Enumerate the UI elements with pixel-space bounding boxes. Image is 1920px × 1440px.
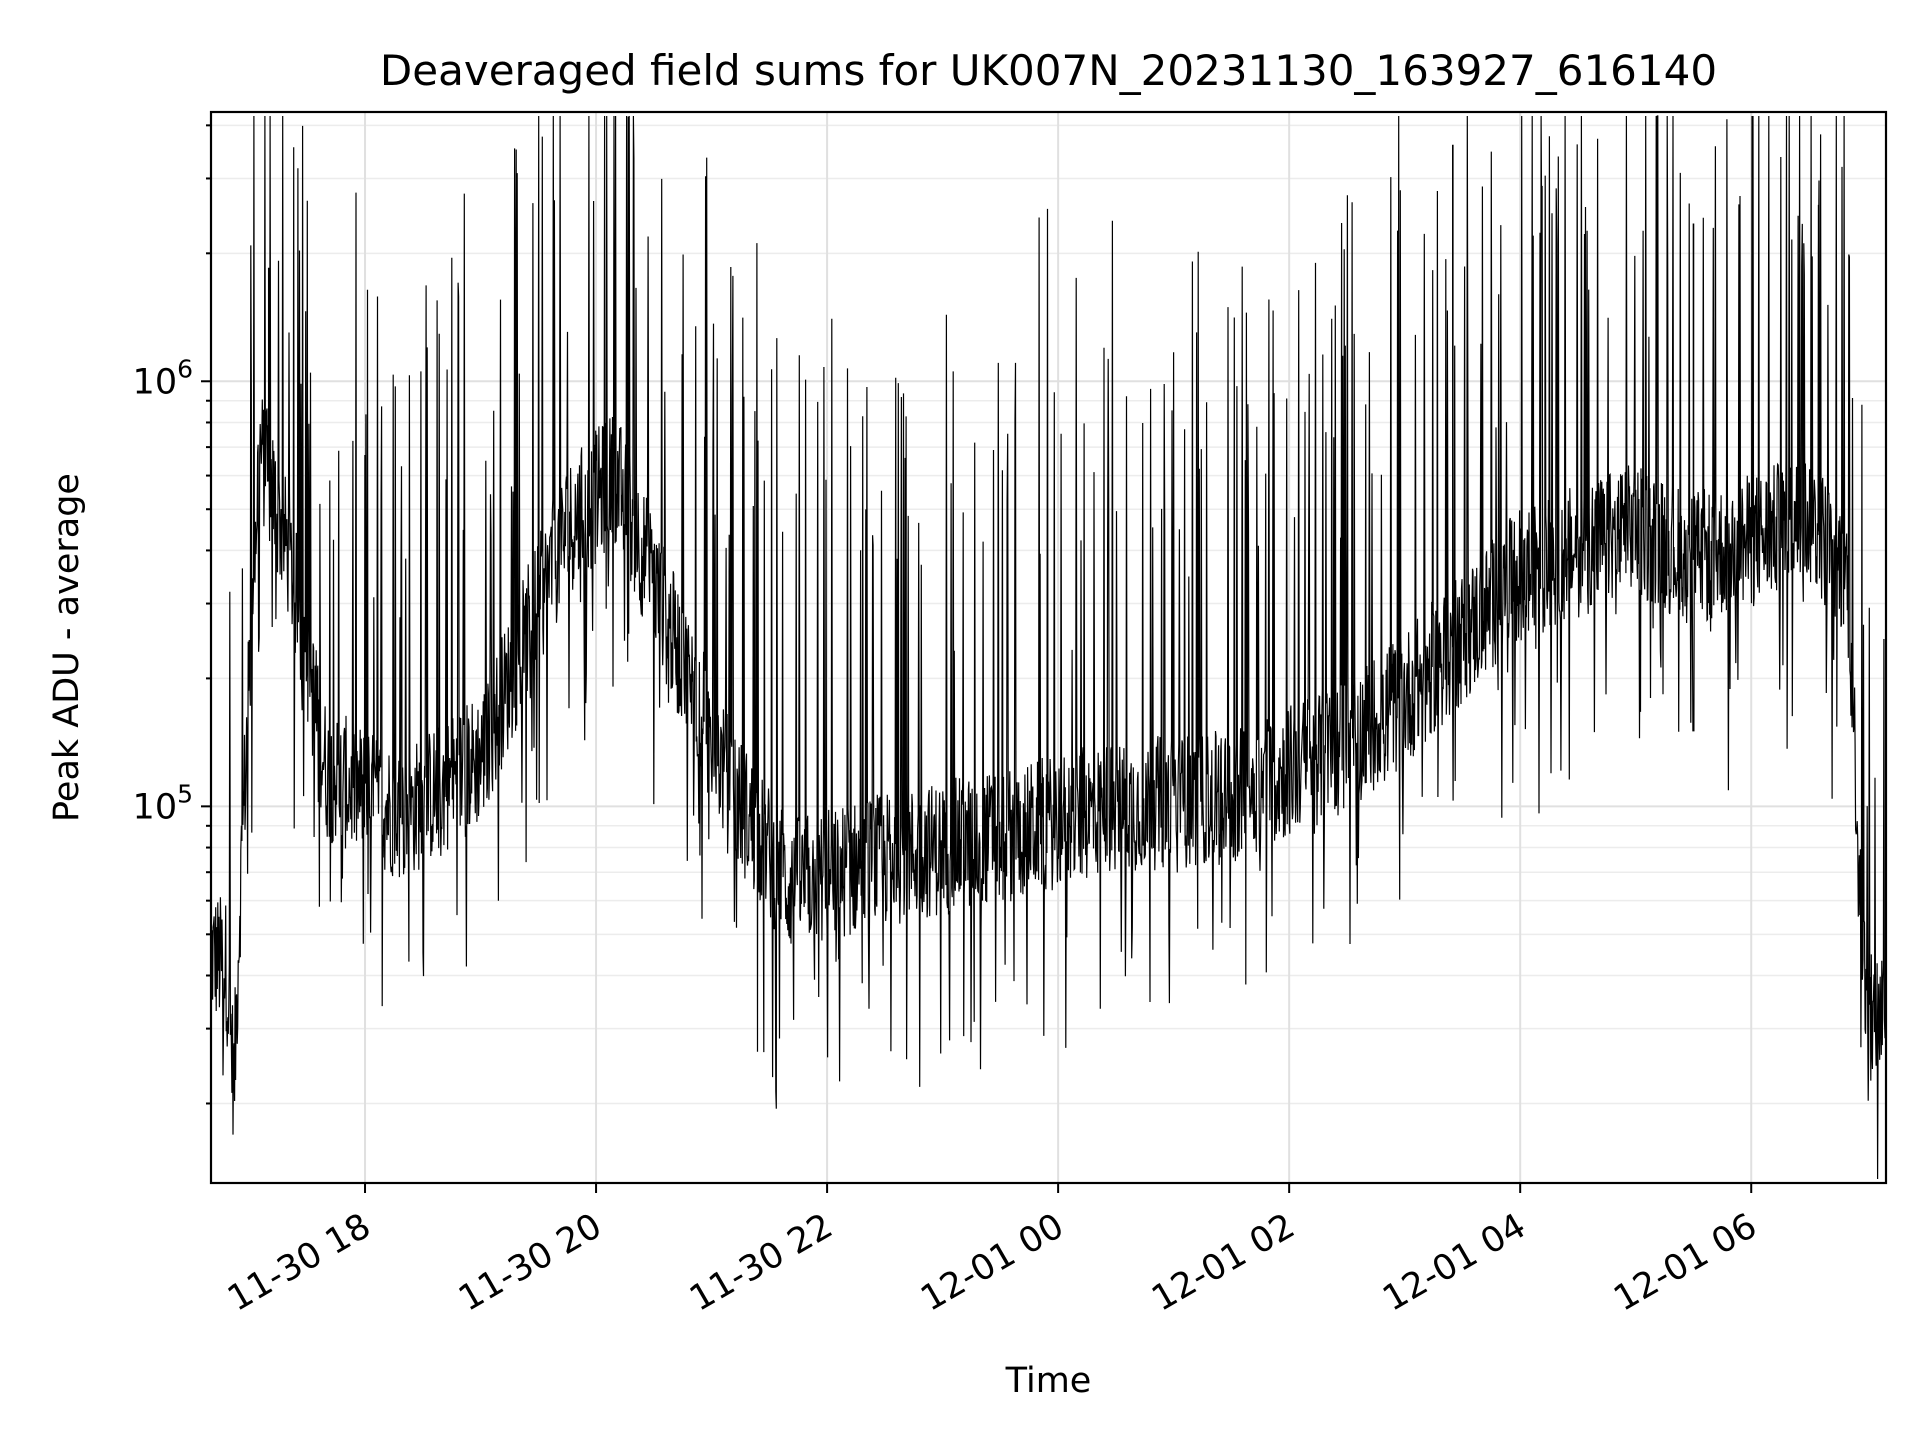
y-axis-label: Peak ADU - average [47, 473, 87, 822]
y-tick-label: 105 [133, 779, 193, 827]
y-tick-label: 106 [133, 354, 193, 402]
series-layer [210, 115, 1887, 1180]
x-axis-label: Time [1005, 1361, 1092, 1401]
plot-frame [209, 110, 1888, 1185]
series-line [210, 115, 1887, 1180]
chart-title: Deaveraged field sums for UK007N_2023113… [380, 46, 1717, 95]
